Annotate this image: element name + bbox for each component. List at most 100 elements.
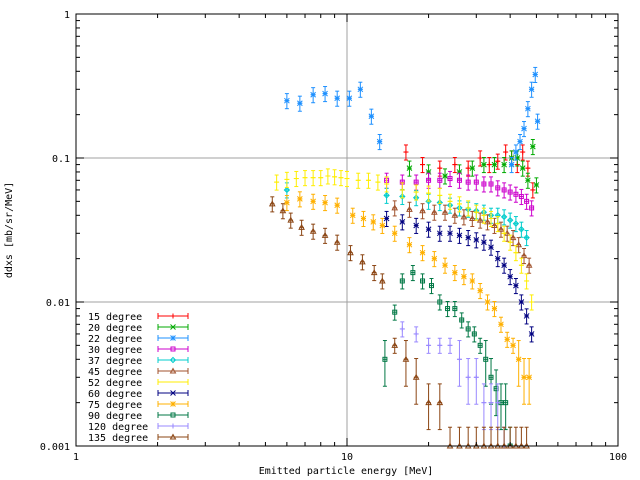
data-point bbox=[528, 326, 535, 343]
data-point bbox=[481, 383, 487, 431]
data-point bbox=[488, 210, 494, 228]
legend-item: 45 degree bbox=[88, 367, 189, 378]
legend-item: 135 degree bbox=[88, 433, 189, 444]
data-point bbox=[346, 90, 353, 107]
data-point bbox=[365, 172, 371, 189]
data-point bbox=[347, 245, 354, 262]
data-point bbox=[437, 172, 443, 189]
data-point bbox=[431, 251, 438, 268]
data-point bbox=[518, 257, 524, 274]
data-point bbox=[513, 144, 519, 161]
data-point bbox=[298, 219, 305, 236]
data-point bbox=[508, 157, 515, 174]
data-point bbox=[413, 217, 420, 234]
data-point bbox=[465, 160, 471, 177]
data-point bbox=[532, 66, 539, 84]
data-point bbox=[500, 209, 508, 226]
data-point bbox=[477, 337, 483, 354]
data-point bbox=[513, 245, 519, 262]
data-point bbox=[501, 182, 507, 199]
data-point bbox=[338, 170, 344, 187]
data-point bbox=[355, 172, 361, 189]
data-point bbox=[488, 383, 494, 431]
data-point bbox=[425, 383, 432, 431]
legend-item: 15 degree bbox=[88, 312, 189, 323]
data-point bbox=[321, 227, 329, 244]
legend-label: 120 degree bbox=[88, 422, 148, 433]
legend-item: 37 degree bbox=[88, 356, 189, 367]
data-point bbox=[465, 174, 471, 191]
data-point bbox=[332, 169, 338, 186]
data-point bbox=[488, 239, 494, 256]
x-axis-label: Emitted particle energy [MeV] bbox=[259, 466, 434, 477]
data-point bbox=[523, 308, 530, 325]
data-point bbox=[529, 139, 536, 156]
legend-item: 75 degree bbox=[88, 400, 189, 411]
data-point bbox=[452, 157, 458, 174]
data-point bbox=[359, 254, 366, 271]
data-point bbox=[494, 251, 501, 268]
data-point bbox=[488, 176, 494, 193]
series-75-degree bbox=[284, 191, 532, 405]
data-point bbox=[468, 210, 476, 228]
data-point bbox=[310, 193, 316, 210]
legend-label: 52 degree bbox=[88, 378, 142, 389]
data-point bbox=[483, 340, 489, 387]
legend-item: 20 degree bbox=[88, 323, 189, 334]
data-point bbox=[507, 269, 514, 286]
data-point bbox=[481, 234, 487, 251]
data-point bbox=[344, 170, 350, 188]
data-point bbox=[370, 214, 377, 231]
data-point bbox=[491, 217, 498, 234]
data-point bbox=[501, 225, 507, 242]
data-point bbox=[498, 383, 504, 431]
data-point bbox=[456, 340, 462, 387]
data-point bbox=[486, 157, 492, 174]
y-tick-label: 0.001 bbox=[40, 442, 70, 453]
data-point bbox=[503, 383, 509, 431]
data-point bbox=[436, 225, 443, 242]
legend-label: 20 degree bbox=[88, 323, 142, 334]
data-point bbox=[437, 337, 443, 354]
data-point bbox=[513, 186, 519, 203]
data-point bbox=[521, 358, 527, 405]
data-point bbox=[471, 326, 477, 343]
data-point bbox=[406, 237, 413, 254]
data-point bbox=[447, 193, 453, 210]
x-tick-label: 100 bbox=[609, 452, 627, 463]
data-point bbox=[379, 217, 386, 234]
series-90-degree bbox=[382, 265, 513, 449]
data-point bbox=[515, 340, 522, 387]
data-point bbox=[509, 230, 517, 247]
data-point bbox=[442, 257, 448, 274]
data-point bbox=[357, 81, 364, 98]
data-point bbox=[384, 176, 390, 193]
data-point bbox=[456, 196, 462, 213]
data-point bbox=[360, 210, 367, 228]
data-point bbox=[495, 153, 501, 170]
data-point bbox=[376, 134, 383, 151]
data-point bbox=[495, 180, 501, 197]
data-point bbox=[523, 426, 530, 449]
data-point bbox=[451, 265, 458, 282]
data-point bbox=[399, 273, 405, 290]
data-point bbox=[402, 340, 410, 387]
data-point bbox=[534, 113, 541, 130]
data-point bbox=[464, 426, 472, 449]
data-point bbox=[426, 185, 432, 202]
data-point bbox=[446, 426, 454, 449]
data-point bbox=[525, 101, 531, 118]
data-point bbox=[460, 209, 468, 226]
data-point bbox=[501, 257, 507, 274]
data-point bbox=[310, 87, 316, 104]
data-point bbox=[518, 426, 525, 449]
data-point bbox=[310, 170, 316, 187]
data-point bbox=[484, 294, 491, 311]
data-point bbox=[465, 230, 472, 247]
data-point bbox=[484, 214, 491, 231]
data-point bbox=[370, 265, 378, 282]
data-point bbox=[525, 172, 531, 189]
data-point bbox=[309, 223, 317, 240]
data-point bbox=[403, 144, 409, 161]
